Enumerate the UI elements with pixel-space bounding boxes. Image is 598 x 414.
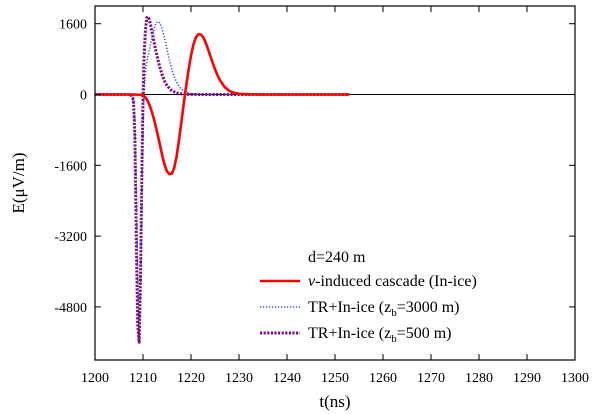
- x-tick-label: 1230: [225, 371, 253, 386]
- x-tick-label: 1240: [273, 371, 301, 386]
- x-tick-label: 1200: [81, 371, 109, 386]
- legend-entry-1: ν-induced cascade (In-ice): [308, 273, 477, 290]
- y-axis-label: E(μV/m): [9, 152, 28, 213]
- x-axis-label: t(ns): [319, 392, 350, 411]
- x-tick-label: 1300: [561, 371, 589, 386]
- x-tick-label: 1220: [177, 371, 205, 386]
- legend: d=240 m ν-induced cascade (In-ice) TR+In-…: [260, 249, 477, 345]
- y-tick-label: 1600: [59, 18, 87, 33]
- series-line-3: [95, 15, 350, 344]
- x-tick-label: 1250: [321, 371, 349, 386]
- y-tick-label: 0: [80, 89, 87, 104]
- series-line-1: [95, 33, 350, 176]
- x-tick-label: 1270: [417, 371, 445, 386]
- x-tick-label: 1260: [369, 371, 397, 386]
- x-tick-label: 1290: [513, 371, 541, 386]
- legend-entry-3: TR+In-ice (zb=500 m): [308, 325, 452, 345]
- y-tick-label: -4800: [54, 301, 87, 316]
- x-tick-label: 1210: [129, 371, 157, 386]
- legend-entry-2: TR+In-ice (zb=3000 m): [308, 299, 460, 319]
- legend-title: d=240 m: [308, 249, 366, 266]
- y-tick-label: -1600: [54, 159, 87, 174]
- y-tick-label: -3200: [54, 230, 87, 245]
- series-line-2: [95, 20, 350, 339]
- x-tick-label: 1280: [465, 371, 493, 386]
